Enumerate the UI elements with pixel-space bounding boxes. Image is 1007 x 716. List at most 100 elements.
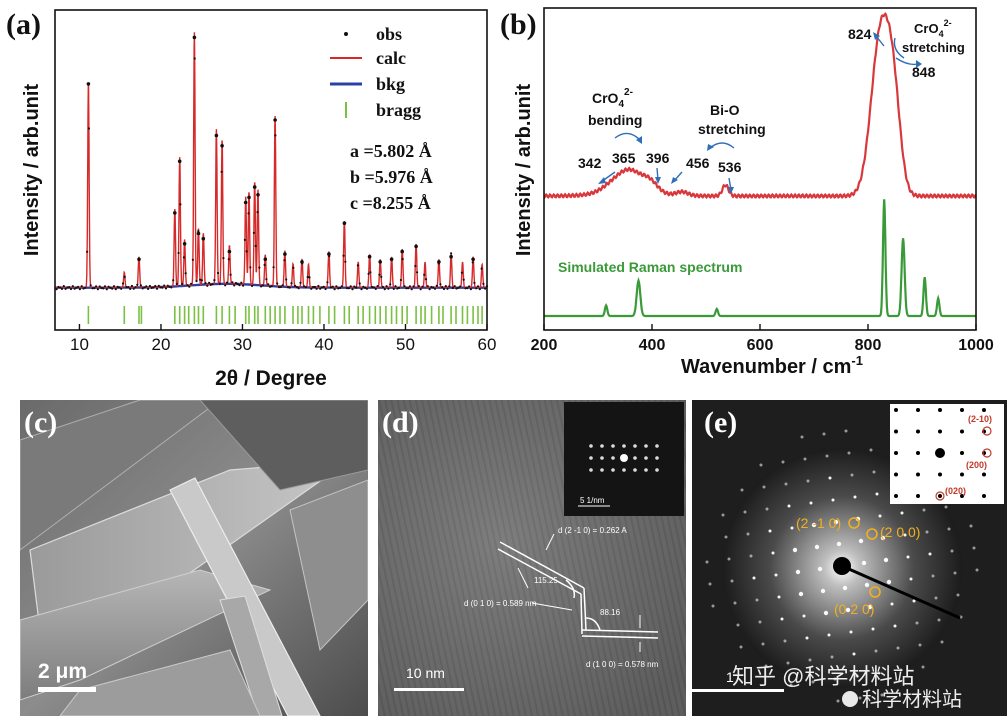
inset-dot <box>894 472 898 477</box>
bending-label: bending <box>588 112 642 128</box>
diffraction-spot <box>928 552 932 556</box>
obs-peak-point <box>220 144 224 148</box>
obs-point <box>315 287 318 290</box>
diffraction-spot <box>874 649 878 653</box>
inset-dot <box>916 472 920 477</box>
sem-scale-bar <box>38 687 96 692</box>
obs-point <box>148 284 151 288</box>
lattice-line-210 <box>497 548 582 595</box>
diffraction-spot <box>739 645 743 649</box>
diffraction-spot <box>849 630 853 634</box>
inset-dot <box>894 494 898 498</box>
fft-spot <box>644 468 648 472</box>
diffraction-spot <box>861 560 867 566</box>
obs-point <box>392 287 395 290</box>
obs-point <box>462 278 465 281</box>
obs-peak-point <box>256 193 260 197</box>
obs-point <box>310 287 313 290</box>
d010-label: d (0 1 0) = 0.589 nm <box>464 599 537 608</box>
x-tick-label: 600 <box>747 337 774 354</box>
obs-point <box>141 287 144 290</box>
obs-point <box>394 285 397 288</box>
diffraction-spot <box>789 683 793 687</box>
obs-point <box>130 284 133 288</box>
fft-spot <box>620 454 628 462</box>
diffraction-spot <box>931 574 935 578</box>
obs-point <box>430 285 433 289</box>
inset-dot <box>894 451 898 455</box>
diffraction-spot <box>780 617 784 621</box>
obs-point <box>60 287 64 290</box>
obs-point <box>64 287 67 290</box>
obs-point <box>281 284 284 287</box>
diffraction-spot <box>940 640 944 644</box>
x-tick-label: 10 <box>70 335 89 354</box>
obs-peak-point <box>243 200 248 205</box>
angle-arc-88 <box>585 617 601 631</box>
pointer-arrow <box>517 567 529 589</box>
obs-point <box>426 285 429 288</box>
diffraction-spot <box>953 571 957 575</box>
obs-point <box>224 284 227 287</box>
obs-point <box>367 272 370 275</box>
saed-scale-label: 1 <box>726 669 734 685</box>
obs-point <box>272 266 275 269</box>
obs-point <box>322 285 325 288</box>
xrd-plot-area <box>55 32 489 324</box>
inset-dot <box>960 451 964 455</box>
diffraction-spot <box>733 601 737 605</box>
obs-peak-point <box>327 252 331 256</box>
diffraction-spot <box>890 602 894 606</box>
obs-point <box>320 286 324 289</box>
spot-marker-020 <box>869 586 881 598</box>
inset-dot <box>916 429 920 434</box>
obs-point <box>242 284 245 287</box>
obs-point <box>69 287 73 291</box>
diffraction-spot <box>749 554 753 558</box>
obs-point <box>372 286 376 289</box>
diffraction-spot <box>822 432 826 436</box>
diffraction-spot <box>855 674 859 678</box>
obs-point <box>274 134 277 137</box>
diffraction-spot <box>724 535 728 539</box>
obs-point <box>152 286 155 289</box>
arrow-bio <box>709 142 735 149</box>
x-tick-label: 800 <box>855 337 882 354</box>
obs-point <box>172 279 175 282</box>
saed-inset-center <box>935 448 945 458</box>
obs-point <box>374 287 377 290</box>
obs-point <box>286 286 290 289</box>
peak-342: 342 <box>578 155 602 171</box>
diffraction-spot <box>764 664 768 668</box>
inset-dot <box>916 451 920 455</box>
obs-point <box>294 284 297 287</box>
inset-marker-200 <box>982 448 992 458</box>
obs-point <box>362 285 365 288</box>
obs-point <box>145 285 148 288</box>
panel-a-label: (a) <box>6 8 41 41</box>
obs-peak-point <box>449 254 453 259</box>
diffraction-spot <box>875 492 879 496</box>
inset-dot <box>982 494 986 498</box>
lattice-line-100 <box>581 629 659 633</box>
obs-point <box>191 258 194 261</box>
inset-dot <box>982 408 986 412</box>
fft-spot <box>633 468 637 472</box>
obs-point <box>338 286 342 290</box>
obs-point <box>258 266 261 269</box>
diffraction-spot <box>827 633 831 637</box>
diffraction-spot <box>758 620 762 624</box>
fft-spot <box>644 444 648 448</box>
spot-label-200: (2 0 0) <box>880 524 920 540</box>
obs-point <box>428 288 431 291</box>
obs-point <box>335 285 338 288</box>
obs-peak-point <box>177 159 182 164</box>
obs-point <box>199 278 202 281</box>
obs-point <box>150 286 153 290</box>
obs-point <box>220 170 223 173</box>
obs-point <box>80 285 83 288</box>
diffraction-spot <box>743 510 747 514</box>
obs-point <box>179 203 182 206</box>
bio-stretching-label: stretching <box>698 121 766 137</box>
arrowhead-824 <box>873 32 880 40</box>
